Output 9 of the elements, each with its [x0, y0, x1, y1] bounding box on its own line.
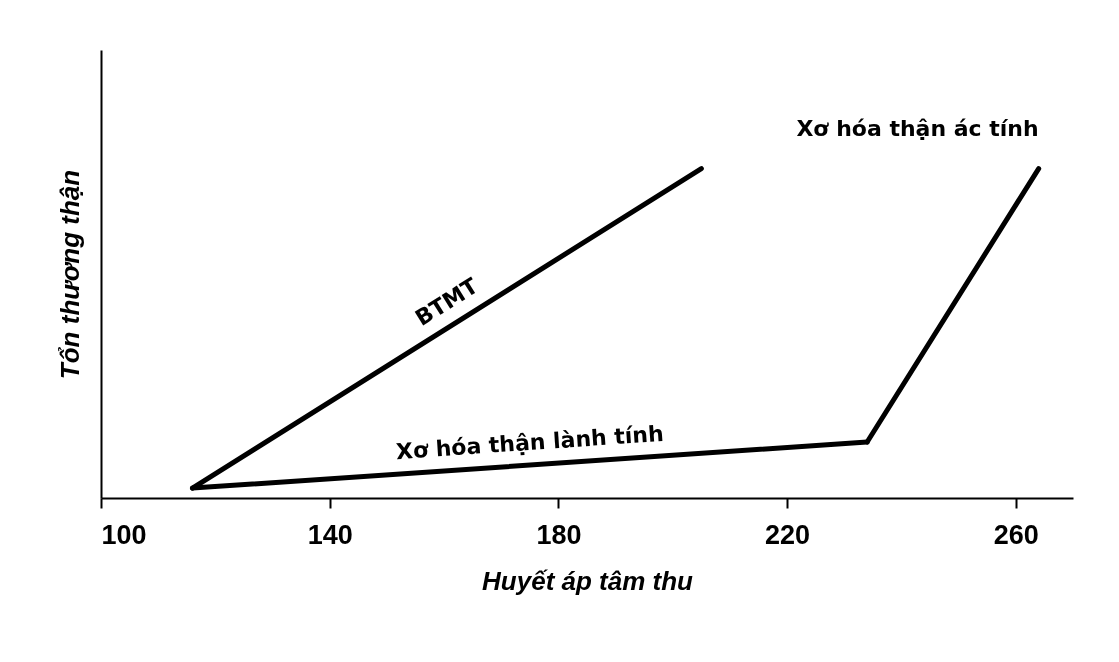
- x-tick-label: 220: [765, 519, 811, 550]
- x-tick-label: 100: [101, 519, 147, 550]
- y-axis-title: Tổn thương thận: [54, 169, 85, 380]
- x-tick-label: 260: [993, 519, 1039, 550]
- series-label: Xơ hóa thận ác tính: [796, 115, 1039, 141]
- x-tick-label: 180: [536, 519, 582, 550]
- x-tick-label: 140: [307, 519, 353, 550]
- series-label: Xơ hóa thận lành tính: [395, 420, 665, 465]
- x-axis-title: Huyết áp tâm thu: [482, 565, 694, 596]
